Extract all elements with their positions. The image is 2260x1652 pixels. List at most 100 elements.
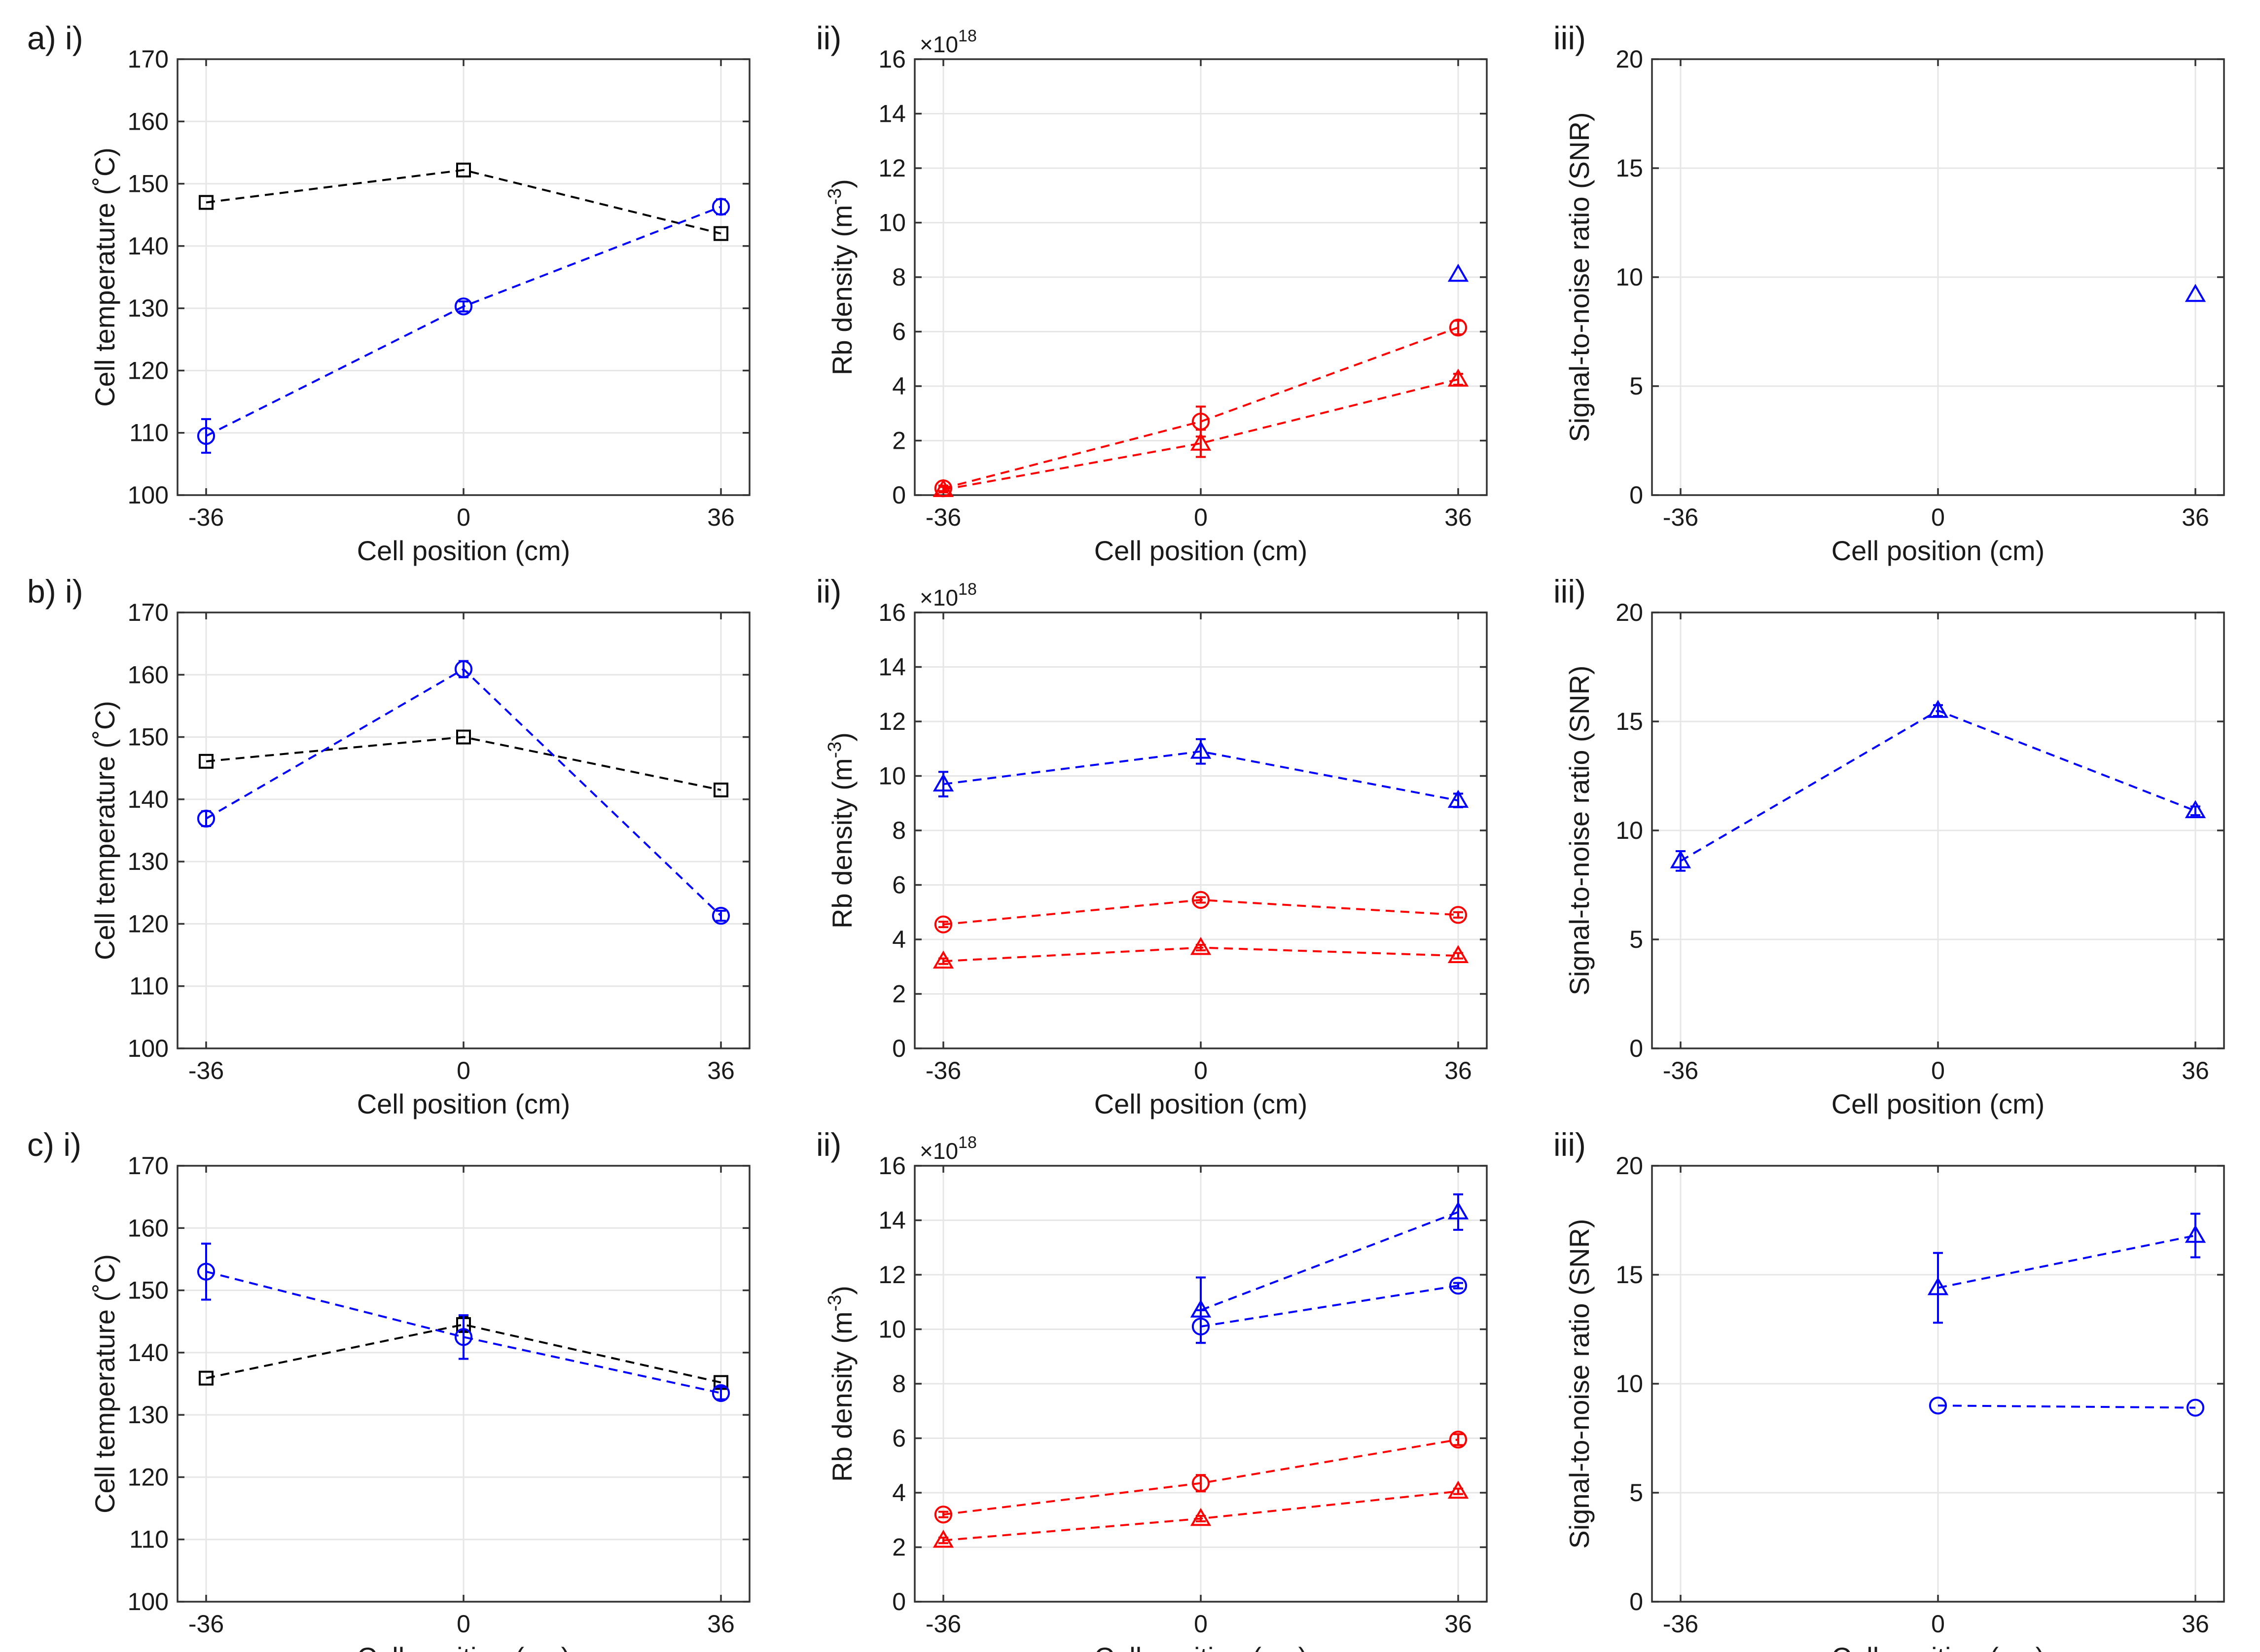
y-tick-label: 4 [892, 1479, 906, 1507]
y-tick-label: 15 [1615, 154, 1643, 182]
x-axis-title: Cell position (cm) [357, 1642, 571, 1652]
data-point-circle [454, 1328, 473, 1346]
y-tick-label: 12 [878, 154, 906, 182]
data-point-circle [1929, 1397, 1947, 1415]
data-point-square [199, 754, 214, 769]
panel-2-1: ii) 0 2 4 6 8 10 12 14 16 -36 0 36 Cell position (cm)… [816, 1126, 1488, 1652]
x-tick-label: 0 [1194, 1610, 1208, 1638]
data-point-circle [1449, 906, 1468, 924]
y-tick-label: 110 [129, 972, 169, 1000]
axis-multiplier: ×1018 [920, 27, 977, 57]
panel-0-0: 100 110 120 130 140 150 160 170 -36 0 36 Cell posit… [89, 45, 751, 566]
x-tick-label: 0 [1194, 1057, 1208, 1084]
panel-label: ii) [816, 573, 841, 610]
y-tick-label: 110 [129, 1526, 169, 1553]
series-blue-circle [197, 1242, 730, 1402]
data-point-circle [1449, 319, 1468, 337]
data-point-triangle [1447, 263, 1469, 282]
y-axis-title-text: Cell temperature (˚C) [89, 147, 120, 407]
y-axis-title: Signal-to-noise ratio (SNR) [1564, 112, 1595, 442]
y-tick-label: 120 [128, 910, 169, 937]
panel-label: ii) [816, 20, 841, 56]
data-point-triangle [933, 1529, 954, 1548]
series-blue-circle [197, 198, 730, 454]
x-tick-label: -36 [188, 1610, 224, 1638]
data-point-circle [934, 915, 953, 934]
y-tick-label: 6 [892, 871, 906, 899]
x-tick-label: 36 [1444, 1610, 1472, 1638]
y-tick-label: 150 [128, 1277, 169, 1304]
series-blue-circle [197, 660, 730, 925]
y-axis-title-text: Rb density (m [826, 205, 858, 375]
panel-label: iii) [1553, 1126, 1586, 1163]
data-point-triangle [1190, 1508, 1212, 1526]
y-tick-label: 120 [128, 1463, 169, 1491]
y-tick-label: 15 [1615, 1261, 1643, 1289]
x-tick-label: 0 [457, 1057, 470, 1084]
x-tick-label: 0 [1931, 1610, 1945, 1638]
data-point-triangle [1447, 1201, 1469, 1220]
data-point-circle [2186, 1399, 2205, 1417]
data-point-triangle [2185, 284, 2206, 302]
series-red-circle [934, 1431, 1468, 1524]
x-tick-label: -36 [926, 1610, 961, 1638]
y-axis-title: Signal-to-noise ratio (SNR) [1564, 1219, 1595, 1548]
series-red-triangle [933, 1480, 1469, 1548]
x-tick-label: 36 [707, 1610, 735, 1638]
x-tick-label: 36 [707, 503, 735, 531]
data-point-circle [1191, 1317, 1210, 1336]
y-tick-label: 4 [892, 926, 906, 953]
y-tick-label: 140 [128, 1339, 169, 1366]
data-point-circle [197, 809, 215, 828]
panel-1-2: iii) 0 5 10 15 20 -36 0 36 Cell position (cm) Sign… [1553, 573, 2225, 1119]
series-line [1937, 1234, 2196, 1289]
data-point-circle [454, 297, 473, 316]
y-tick-label: 16 [878, 45, 906, 73]
y-tick-label: 150 [128, 170, 169, 198]
data-point-circle [712, 906, 730, 925]
series-line [206, 169, 721, 235]
y-tick-label: 10 [878, 1316, 906, 1343]
y-tick-label: 170 [128, 599, 169, 626]
y-tick-label: 14 [878, 1207, 906, 1234]
data-point-circle [197, 427, 215, 445]
series-line [206, 736, 721, 791]
data-point-circle [454, 660, 473, 679]
y-tick-label: 8 [892, 817, 906, 844]
x-axis-title: Cell position (cm) [1094, 535, 1308, 566]
y-tick-label: 100 [128, 481, 169, 509]
series-line [943, 326, 1459, 490]
panel-1-1: ii) 0 2 4 6 8 10 12 14 16 -36 0 36 Cell position (cm)… [816, 573, 1488, 1119]
panel-label: ii) [816, 1126, 841, 1163]
data-point-triangle [1447, 368, 1469, 387]
x-tick-label: 36 [2182, 503, 2209, 531]
y-tick-label: 110 [129, 419, 169, 447]
axis-multiplier-base: ×10 [920, 585, 958, 611]
series-blue-circle [1929, 1397, 2205, 1417]
y-tick-label: 160 [128, 661, 169, 688]
axis-multiplier-base: ×10 [920, 32, 958, 57]
y-tick-label: 2 [892, 427, 906, 455]
y-tick-label: 2 [892, 980, 906, 1008]
data-point-square [714, 226, 728, 241]
axis-multiplier-exponent: 18 [958, 1133, 977, 1152]
x-tick-label: -36 [1663, 1057, 1698, 1084]
x-axis-title: Cell position (cm) [1831, 1642, 2045, 1652]
y-axis-title-text: Cell temperature (˚C) [89, 701, 120, 960]
y-tick-label: 0 [1629, 1035, 1643, 1062]
panel-1-0: 100 110 120 130 140 150 160 170 -36 0 36 Cell posit… [89, 599, 751, 1119]
y-tick-label: 8 [892, 263, 906, 291]
panel-label: iii) [1553, 20, 1586, 56]
y-tick-label: 15 [1615, 708, 1643, 735]
x-tick-label: 36 [707, 1057, 735, 1084]
y-tick-label: 14 [878, 100, 906, 128]
series-red-triangle [933, 368, 1469, 497]
y-axis-title-text: Signal-to-noise ratio (SNR) [1564, 665, 1595, 995]
series-black-square [199, 162, 728, 241]
y-tick-label: 5 [1629, 1479, 1643, 1507]
row-label: c) i) [27, 1126, 81, 1163]
y-tick-label: 6 [892, 318, 906, 346]
y-tick-label: 10 [878, 762, 906, 790]
axis-multiplier-exponent: 18 [958, 580, 977, 599]
